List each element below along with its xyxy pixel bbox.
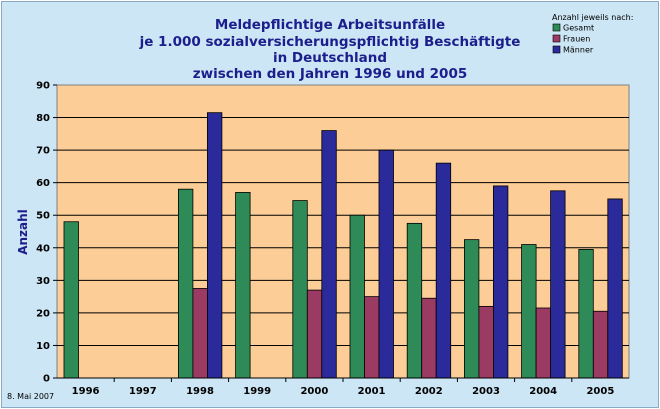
bar-gesamt-2004	[521, 244, 537, 379]
bar-gesamt-2001	[349, 214, 365, 379]
y-tick-label: 0	[43, 374, 50, 385]
x-tick-label: 2002	[415, 386, 443, 397]
y-tick-label: 40	[36, 243, 50, 254]
x-axis-ticks: 1996 1997 1998 1999 2000 2001 2002 2003 2004 2005	[57, 377, 629, 397]
y-tick-label: 80	[36, 113, 50, 124]
y-tick-label: 10	[36, 341, 50, 352]
bar-männer-1998	[206, 112, 223, 379]
x-tick-label: 1998	[186, 386, 214, 397]
title-line-4: zwischen den Jahren 1996 und 2005	[193, 66, 468, 82]
legend-swatch-frauen	[552, 34, 561, 43]
x-tick-label: 1996	[72, 386, 100, 397]
y-tick-label: 20	[36, 308, 50, 319]
bars	[63, 112, 623, 379]
title-line-3: in Deutschland	[273, 50, 387, 66]
bar-gesamt-1996	[63, 221, 79, 379]
bar-gesamt-1998	[177, 188, 194, 379]
bar-frauen-2004	[535, 307, 551, 379]
x-tick-label: 1999	[243, 386, 271, 397]
x-tick-label: 2003	[472, 386, 500, 397]
bar-gesamt-2000	[292, 200, 308, 379]
legend-label-gesamt: Gesamt	[563, 24, 594, 33]
y-tick-label: 50	[36, 211, 50, 222]
bar-männer-2000	[321, 130, 337, 379]
bar-frauen-2002	[421, 297, 437, 379]
legend-title: Anzahl jeweils nach:	[552, 13, 633, 22]
x-tick-label: 2005	[586, 386, 614, 397]
legend-label-frauen: Frauen	[563, 35, 590, 44]
footer-date: 8. Mai 2007	[7, 392, 54, 401]
legend-swatch-männer	[552, 45, 561, 54]
y-axis-ticks: 0 10 20 30 40 50 60 70 80 90	[36, 81, 57, 385]
y-tick-label: 30	[36, 276, 50, 287]
bar-frauen-2003	[478, 305, 494, 379]
x-tick-label: 2000	[300, 386, 328, 397]
legend-label-männer: Männer	[563, 46, 594, 55]
y-tick-label: 70	[36, 146, 50, 157]
bar-männer-2003	[492, 185, 509, 379]
x-tick-label: 1997	[129, 386, 157, 397]
bar-gesamt-2002	[406, 222, 423, 379]
bar-männer-2002	[435, 162, 452, 379]
x-tick-label: 2001	[358, 386, 386, 397]
bar-männer-2004	[550, 190, 566, 379]
bar-gesamt-2003	[463, 239, 480, 379]
y-axis-label: Anzahl	[16, 209, 30, 255]
y-tick-label: 90	[36, 81, 50, 92]
bar-gesamt-2005	[578, 249, 594, 379]
bar-gesamt-1999	[235, 192, 251, 379]
title-line-2: je 1.000 sozialversicherungspflichtig Be…	[139, 34, 521, 50]
title-line-1: Meldepflichtige Arbeitsunfälle	[215, 17, 445, 33]
bar-männer-2005	[607, 198, 623, 379]
bar-männer-2001	[378, 149, 394, 379]
chart-title: Meldepflichtige Arbeitsunfälle je 1.000 …	[139, 17, 521, 82]
legend: Anzahl jeweils nach: Gesamt Frauen Männer	[552, 13, 633, 55]
legend-swatch-gesamt	[552, 23, 561, 32]
x-tick-label: 2004	[529, 386, 557, 397]
bar-frauen-2005	[592, 310, 609, 379]
bar-frauen-2000	[306, 289, 323, 379]
y-tick-label: 60	[36, 178, 50, 189]
bar-frauen-2001	[364, 296, 380, 379]
bar-frauen-1998	[192, 288, 208, 379]
